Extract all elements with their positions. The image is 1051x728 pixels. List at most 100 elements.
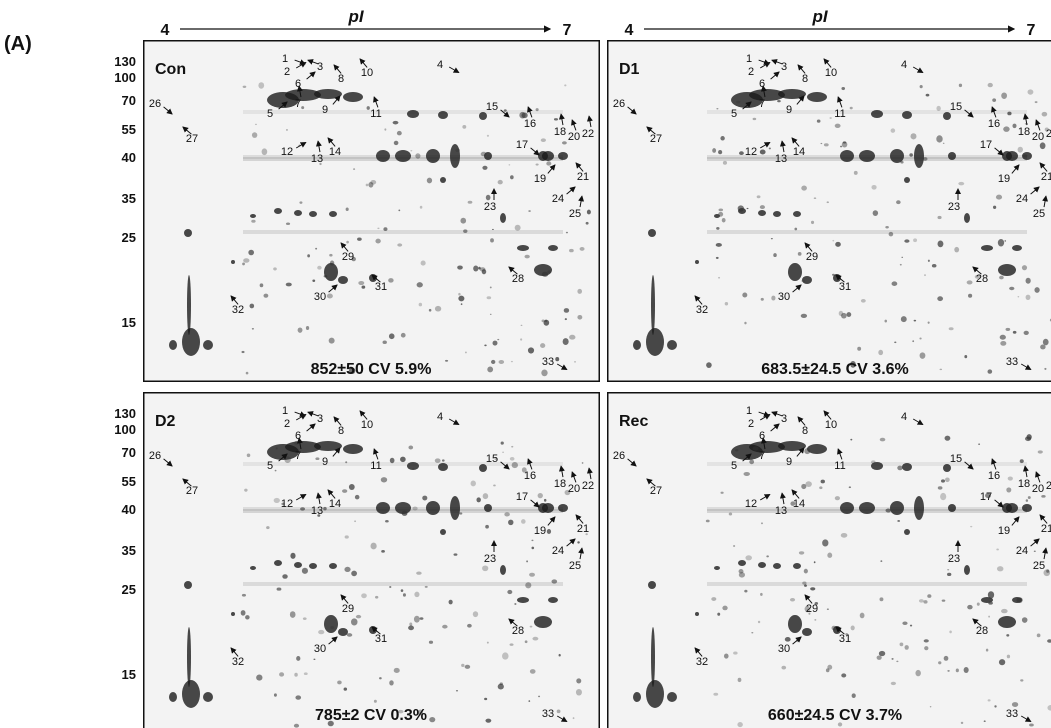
protein-spot	[956, 669, 959, 673]
protein-spot	[633, 692, 641, 702]
protein-spot	[758, 562, 766, 568]
protein-spot	[885, 508, 891, 512]
spot-label: 20	[568, 131, 580, 143]
protein-spot	[429, 641, 433, 644]
protein-spot	[374, 700, 377, 703]
protein-spot	[296, 656, 300, 661]
panel-label: D1	[619, 61, 640, 78]
protein-spot	[438, 463, 448, 471]
spot-label: 15	[950, 453, 962, 465]
protein-spot	[540, 343, 545, 348]
protein-spot	[479, 464, 487, 472]
protein-spot	[871, 185, 876, 190]
spot-label: 28	[512, 625, 524, 637]
protein-spot	[961, 722, 964, 724]
gel	[143, 40, 600, 382]
spot-label: 4	[437, 411, 443, 423]
spot-label: 1	[746, 53, 752, 65]
spot-label: 17	[516, 491, 528, 503]
protein-spot	[716, 108, 718, 109]
protein-spot	[461, 303, 463, 305]
protein-spot	[706, 362, 712, 368]
protein-spot	[648, 581, 656, 589]
protein-spot	[258, 82, 264, 88]
spot-label: 32	[232, 656, 244, 668]
protein-spot	[811, 221, 814, 224]
protein-spot	[389, 333, 395, 339]
protein-spot	[788, 615, 802, 633]
spot-label: 14	[329, 498, 341, 510]
protein-spot	[383, 227, 387, 231]
protein-spot	[349, 484, 355, 490]
protein-spot	[187, 627, 191, 687]
protein-spot	[243, 258, 249, 263]
protein-spot	[919, 599, 924, 602]
protein-spot	[902, 463, 912, 471]
protein-spot	[445, 360, 448, 362]
protein-spot	[871, 110, 883, 118]
protein-spot	[290, 611, 296, 618]
spot-label: 24	[1016, 193, 1028, 205]
spot-label: 21	[1041, 171, 1051, 183]
protein-spot	[274, 498, 280, 503]
protein-spot	[422, 496, 427, 501]
spot-label: 32	[696, 656, 708, 668]
mw-label: 55	[122, 122, 136, 137]
protein-spot	[857, 347, 861, 351]
protein-spot	[329, 254, 332, 257]
gel-panel: Rec660±24.5 CV 3.7%123456789101112131415…	[607, 392, 1051, 728]
protein-spot	[817, 119, 821, 122]
protein-spot	[491, 360, 495, 364]
spot-label: 13	[775, 505, 787, 517]
spot-label: 6	[759, 78, 765, 90]
spot-label: 12	[281, 498, 293, 510]
protein-spot	[381, 550, 385, 553]
protein-spot	[850, 439, 852, 441]
protein-spot	[490, 238, 494, 242]
protein-spot	[651, 627, 655, 687]
spot-label: 19	[534, 173, 546, 185]
protein-spot	[531, 547, 534, 550]
protein-spot	[294, 562, 302, 568]
protein-spot	[840, 502, 854, 514]
protein-spot	[573, 717, 575, 719]
protein-spot	[461, 664, 464, 667]
protein-spot	[827, 553, 832, 558]
mw-label: 100	[114, 70, 136, 85]
protein-spot	[286, 129, 288, 131]
gel-bg	[607, 392, 1051, 728]
protein-spot	[841, 313, 847, 319]
protein-spot	[1020, 459, 1024, 463]
protein-spot	[329, 211, 337, 217]
protein-spot	[442, 459, 445, 461]
protein-spot	[994, 705, 996, 707]
protein-spot	[538, 696, 540, 698]
protein-spot	[1046, 569, 1049, 572]
spot-label: 7	[295, 98, 301, 110]
protein-spot	[915, 670, 920, 676]
protein-spot	[324, 275, 328, 277]
spot-label: 12	[281, 146, 293, 158]
protein-spot	[389, 586, 391, 588]
protein-spot	[429, 717, 435, 722]
protein-spot	[327, 294, 333, 299]
protein-spot	[859, 150, 875, 162]
protein-spot	[718, 212, 723, 217]
protein-spot	[964, 355, 967, 358]
protein-spot	[988, 591, 994, 598]
protein-spot	[885, 226, 889, 228]
protein-spot	[827, 201, 829, 203]
protein-spot	[559, 654, 561, 657]
gel-bg	[607, 40, 1051, 382]
protein-spot	[841, 673, 846, 677]
protein-spot	[964, 565, 970, 575]
protein-spot	[557, 710, 561, 714]
protein-spot	[904, 529, 910, 535]
pi-label: pI	[347, 7, 364, 26]
protein-spot	[375, 239, 380, 244]
protein-spot	[914, 320, 917, 322]
gel-panel: D1683.5±24.5 CV 3.6%12345678910111213141…	[607, 40, 1051, 382]
protein-spot	[771, 238, 773, 239]
protein-spot	[544, 499, 546, 502]
spot-label: 33	[542, 356, 554, 368]
